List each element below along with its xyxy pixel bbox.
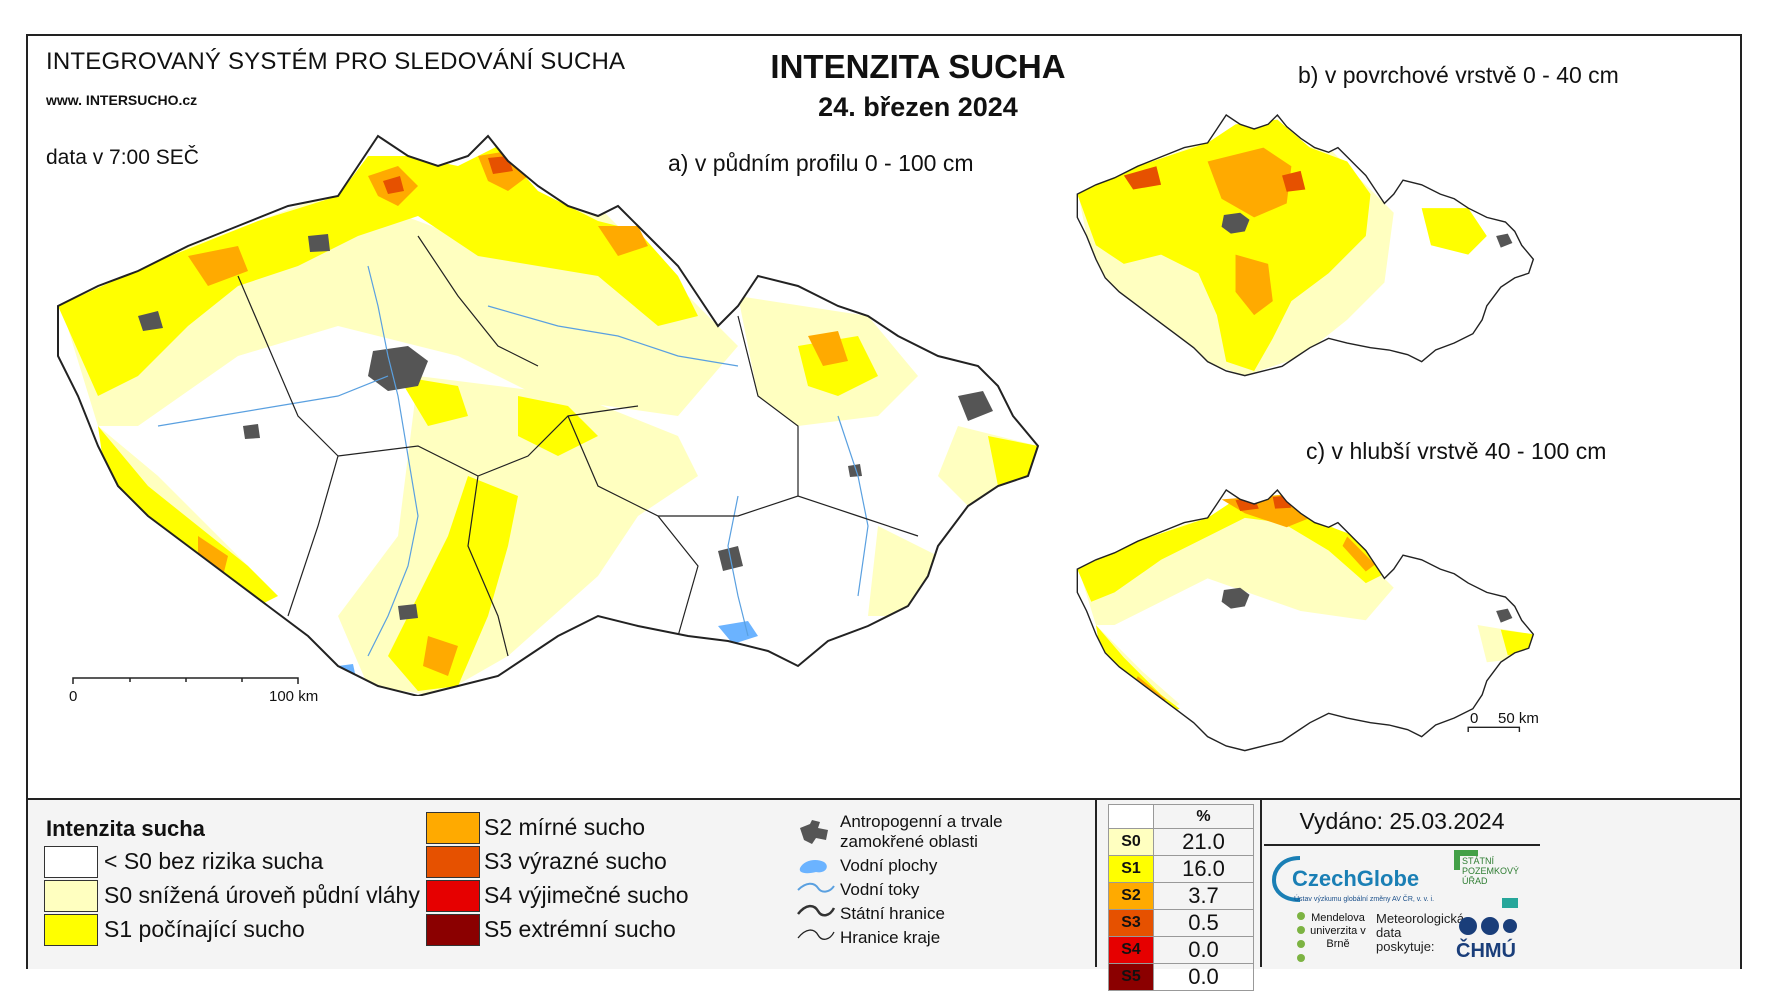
legend-swatch-s4 — [426, 880, 480, 912]
czechglobe-subtitle: Ústav výzkumu globální změny AV ČR, v. v… — [1294, 896, 1435, 903]
legend-heading: Intenzita sucha — [46, 816, 205, 841]
spu-logo-icon — [1454, 850, 1518, 908]
website-link[interactable]: www. INTERSUCHO.cz — [46, 92, 198, 108]
spu-logo: STÁTNÍ POZEMKOVÝ ÚŘAD — [1462, 856, 1520, 886]
map-frame: INTEGROVANÝ SYSTÉM PRO SLEDOVÁNÍ SUCHA w… — [26, 34, 1742, 991]
map-area: INTEGROVANÝ SYSTÉM PRO SLEDOVÁNÍ SUCHA w… — [28, 36, 1740, 796]
legend-label-s1: S1 počínající sucho — [104, 916, 305, 942]
main-drought-map — [57, 135, 1039, 696]
stats-value-s4: 0.0 — [1153, 936, 1254, 964]
legend-label-s2: S2 mírné sucho — [484, 814, 646, 840]
legend-label-s4: S4 výjimečné sucho — [484, 882, 689, 908]
deep-layer-map — [1076, 489, 1535, 752]
urban-area-icon — [800, 820, 828, 844]
mendel-logo: Mendelova univerzita v Brně — [1310, 912, 1366, 950]
stats-value-s1: 16.0 — [1153, 855, 1254, 883]
legend-label-s5: S5 extrémní sucho — [484, 916, 676, 942]
stats-code-s2: S2 — [1108, 882, 1154, 910]
water-body-icon — [799, 860, 827, 874]
legend-swatch-none — [44, 846, 98, 878]
stats-code-s4: S4 — [1108, 936, 1154, 964]
water-body-label: Vodní plochy — [840, 856, 938, 875]
legend-area: Intenzita sucha < S0 bez rizika sucha S0… — [28, 798, 1740, 991]
state-border-label: Státní hranice — [840, 904, 945, 923]
legend-swatch-s0 — [44, 880, 98, 912]
legend-label-s3: S3 výrazné sucho — [484, 848, 667, 874]
legend-label-none: < S0 bez rizika sucha — [104, 848, 324, 874]
small-scale-bar — [1467, 726, 1521, 732]
stats-code-s5: S5 — [1108, 963, 1154, 991]
urban-area-label: Antropogenní a trvale zamokřené oblasti — [840, 812, 1003, 851]
panel-a-title: a) v půdním profilu 0 - 100 cm — [668, 150, 974, 176]
small-scale-end: 50 km — [1498, 710, 1539, 727]
czechglobe-logo-icon — [1271, 856, 1301, 902]
region-border-icon — [797, 929, 835, 940]
mendel-logo-icon — [1297, 912, 1305, 962]
meteo-data-label: Meteorologická data poskytuje: — [1376, 911, 1465, 954]
area-statistics-table: % S0 21.0 S1 16.0 S2 3.7 S3 0.5 — [1108, 804, 1254, 991]
system-title: INTEGROVANÝ SYSTÉM PRO SLEDOVÁNÍ SUCHA — [46, 48, 626, 75]
state-border-icon — [797, 904, 836, 917]
stats-value-s2: 3.7 — [1153, 882, 1254, 910]
legend-divider-1 — [1095, 800, 1097, 967]
legend-swatch-s5 — [426, 914, 480, 946]
legend-divider-2 — [1260, 800, 1262, 967]
partner-logos: CzechGlobe Ústav výzkumu globální změny … — [1264, 844, 1540, 969]
stats-value-s3: 0.5 — [1153, 909, 1254, 937]
region-border-label: Hranice kraje — [840, 928, 941, 947]
chmu-logo-icon — [1459, 917, 1517, 935]
map-date: 24. březen 2024 — [818, 92, 1018, 122]
legend-label-s0: S0 snížená úroveň půdní vláhy — [104, 882, 420, 908]
panel-b-title: b) v povrchové vrstvě 0 - 40 cm — [1298, 62, 1619, 88]
czechglobe-logo: CzechGlobe — [1292, 866, 1420, 891]
river-icon — [797, 882, 835, 893]
main-scale-bar — [72, 677, 299, 684]
stats-code-s1: S1 — [1108, 855, 1154, 883]
panel-c-title: c) v hlubší vrstvě 40 - 100 cm — [1306, 438, 1607, 464]
main-title: INTENZITA SUCHA — [770, 48, 1066, 85]
legend-swatch-s3 — [426, 846, 480, 878]
stats-code-s0: S0 — [1108, 828, 1154, 856]
river-label: Vodní toky — [840, 880, 920, 899]
data-time: data v 7:00 SEČ — [46, 146, 199, 169]
stats-unit: % — [1153, 804, 1254, 829]
surface-layer-map — [1076, 114, 1535, 377]
stats-code-s3: S3 — [1108, 909, 1154, 937]
stats-value-s0: 21.0 — [1153, 828, 1254, 856]
small-scale-start: 0 — [1470, 710, 1479, 727]
stats-value-s5: 0.0 — [1153, 963, 1254, 991]
chmu-logo: ČHMÚ — [1456, 940, 1516, 962]
main-scale-end: 100 km — [269, 688, 319, 705]
main-scale-start: 0 — [69, 688, 78, 705]
legend-swatch-s1 — [44, 914, 98, 946]
legend-swatch-s2 — [426, 812, 480, 844]
issued-date: Vydáno: 25.03.2024 — [1299, 808, 1505, 834]
